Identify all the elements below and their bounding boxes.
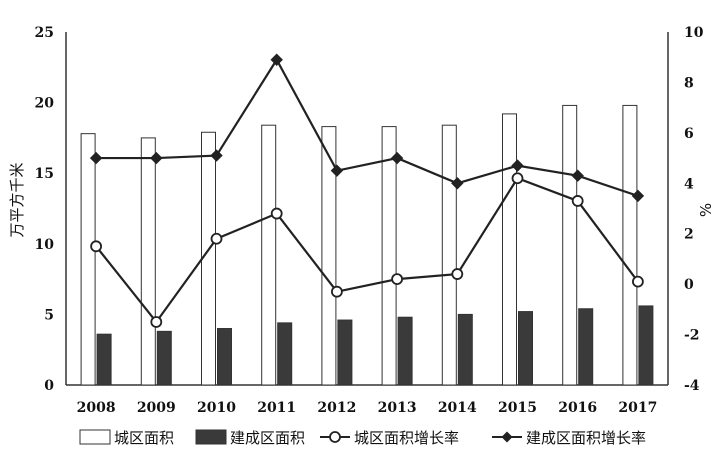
legend-item: 建成区面积 xyxy=(195,429,305,447)
right-y-tick-label: -4 xyxy=(684,378,700,394)
legend-swatch xyxy=(79,429,111,445)
x-tick-label: 2016 xyxy=(558,400,597,416)
bar-建成区面积 xyxy=(518,311,533,386)
point-建成区面积增长率 xyxy=(210,149,223,162)
right-y-tick-label: -2 xyxy=(684,328,700,344)
x-tick-labels: 2008 2009 2010 2011 2012 2013 2014 2015 2016 2017 xyxy=(77,400,658,416)
point-建成区面积增长率 xyxy=(270,53,283,66)
x-tick-label: 2013 xyxy=(378,400,417,416)
legend-swatch xyxy=(195,429,227,445)
point-城区面积增长率 xyxy=(90,240,102,253)
legend-label: 城区面积增长率 xyxy=(354,429,459,447)
line-建成区面积增长率 xyxy=(96,57,639,197)
legend-item: 城区面积 xyxy=(79,429,174,447)
legend-label: 建成区面积增长率 xyxy=(526,429,646,447)
x-tick-label: 2012 xyxy=(317,400,356,416)
right-y-tick-label: 8 xyxy=(684,75,694,91)
legend-marker xyxy=(501,431,513,443)
legend: 城区面积 建成区面积 城区面积增长率 建成区面积增长率 xyxy=(79,429,646,447)
x-tick-label: 2015 xyxy=(498,400,537,416)
right-y-tick-label: 4 xyxy=(684,176,694,192)
point-城区面积增长率 xyxy=(210,232,223,245)
bar-城区面积 xyxy=(441,124,457,386)
legend-label: 建成区面积 xyxy=(230,429,305,447)
bar-城区面积 xyxy=(140,137,156,386)
x-tick-label: 2009 xyxy=(137,400,176,416)
point-城区面积增长率 xyxy=(270,207,283,220)
left-y-tick-label: 0 xyxy=(44,378,54,394)
lines xyxy=(89,53,645,328)
axes xyxy=(65,32,669,386)
x-tick-label: 2008 xyxy=(77,400,116,416)
x-tick-label: 2010 xyxy=(197,400,236,416)
bar-城区面积 xyxy=(80,133,96,386)
point-建成区面积增长率 xyxy=(150,151,163,165)
x-tick-label: 2011 xyxy=(257,400,296,416)
point-建成区面积增长率 xyxy=(571,169,584,182)
bar-建成区面积 xyxy=(96,333,112,386)
point-建成区面积增长率 xyxy=(451,177,464,190)
left-y-tick-label: 25 xyxy=(35,25,54,41)
bar-建成区面积 xyxy=(578,308,594,386)
right-axis-title: % xyxy=(697,203,715,217)
right-y-tick-label: 6 xyxy=(684,126,694,142)
point-城区面积增长率 xyxy=(451,268,464,280)
point-建成区面积增长率 xyxy=(631,189,645,203)
bar-城区面积 xyxy=(622,104,638,386)
left-y-tick-label: 15 xyxy=(35,166,54,182)
bar-城区面积 xyxy=(381,126,397,386)
left-y-tick-label: 20 xyxy=(35,96,55,112)
point-城区面积增长率 xyxy=(511,172,524,185)
bar-城区面积 xyxy=(562,104,578,386)
bar-建成区面积 xyxy=(397,316,413,386)
right-y-tick-label: 2 xyxy=(684,227,694,243)
bar-建成区面积 xyxy=(277,322,293,386)
point-城区面积增长率 xyxy=(391,273,404,286)
bar-城区面积 xyxy=(201,131,216,386)
line-城区面积增长率 xyxy=(95,176,639,324)
point-建成区面积增长率 xyxy=(330,164,344,177)
bar-建成区面积 xyxy=(457,313,473,386)
right-y-tick-labels: -4 -2 0 2 4 6 8 10 xyxy=(684,25,704,394)
legend-item: 城区面积增长率 xyxy=(320,429,459,447)
point-城区面积增长率 xyxy=(150,316,163,328)
bar-建成区面积 xyxy=(337,319,353,386)
point-建成区面积增长率 xyxy=(390,151,404,165)
bar-建成区面积 xyxy=(156,330,172,386)
bar-城区面积 xyxy=(261,124,277,386)
point-建成区面积增长率 xyxy=(511,159,524,172)
right-y-tick-label: 0 xyxy=(684,277,694,293)
left-y-tick-label: 5 xyxy=(44,307,54,323)
point-建成区面积增长率 xyxy=(89,151,103,165)
x-tick-label: 2014 xyxy=(438,400,477,416)
right-y-tick-label: 10 xyxy=(684,25,704,41)
bar-建成区面积 xyxy=(217,328,232,386)
bar-城区面积 xyxy=(321,126,337,386)
x-tick-label: 2017 xyxy=(618,400,657,416)
point-城区面积增长率 xyxy=(632,275,644,288)
bars xyxy=(80,104,654,386)
point-城区面积增长率 xyxy=(571,195,584,207)
point-城区面积增长率 xyxy=(330,285,343,298)
legend-marker xyxy=(329,431,341,443)
bar-建成区面积 xyxy=(638,305,654,386)
bar-城区面积 xyxy=(502,113,517,386)
legend-item: 建成区面积增长率 xyxy=(492,429,646,447)
left-axis-title: 万平方千米 xyxy=(8,162,26,237)
legend-label: 城区面积 xyxy=(114,429,174,447)
left-y-tick-label: 10 xyxy=(35,237,55,253)
left-y-tick-labels: 0 5 10 15 20 25 xyxy=(35,25,55,394)
